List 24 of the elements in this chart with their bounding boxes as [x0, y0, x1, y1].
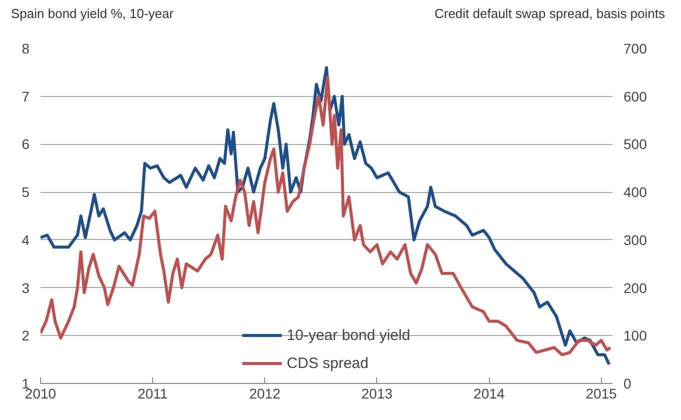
y2-axis-title: Credit default swap spread, basis points — [434, 5, 665, 23]
y-tick-label: 5 — [22, 184, 30, 200]
y-tick-label: 2 — [22, 328, 30, 344]
y2-tick-label: 100 — [624, 328, 648, 344]
x-tick-label: 2014 — [474, 386, 505, 402]
x-tick-label: 2015 — [586, 386, 618, 402]
y2-tick-label: 500 — [624, 136, 648, 152]
y-tick-label: 6 — [22, 136, 30, 152]
x-tick-label: 2011 — [138, 386, 168, 402]
y-tick-label: 8 — [22, 40, 30, 56]
legend-label: 10-year bond yield — [286, 326, 410, 344]
y2-tick-label: 300 — [624, 232, 648, 248]
x-tick-label: 2013 — [361, 386, 393, 402]
legend-label: CDS spread — [286, 354, 368, 372]
x-tick-label: 2012 — [249, 386, 281, 402]
y2-tick-label: 0 — [624, 376, 632, 392]
y2-tick-label: 700 — [624, 40, 648, 56]
y-tick-label: 4 — [22, 232, 30, 248]
y2-tick-label: 200 — [624, 280, 648, 296]
y2-tick-label: 600 — [624, 88, 648, 104]
y-axis-title: Spain bond yield %, 10-year — [11, 5, 174, 23]
y-tick-label: 3 — [22, 280, 30, 296]
y-tick-label: 7 — [22, 88, 30, 104]
y2-tick-label: 400 — [624, 184, 648, 200]
